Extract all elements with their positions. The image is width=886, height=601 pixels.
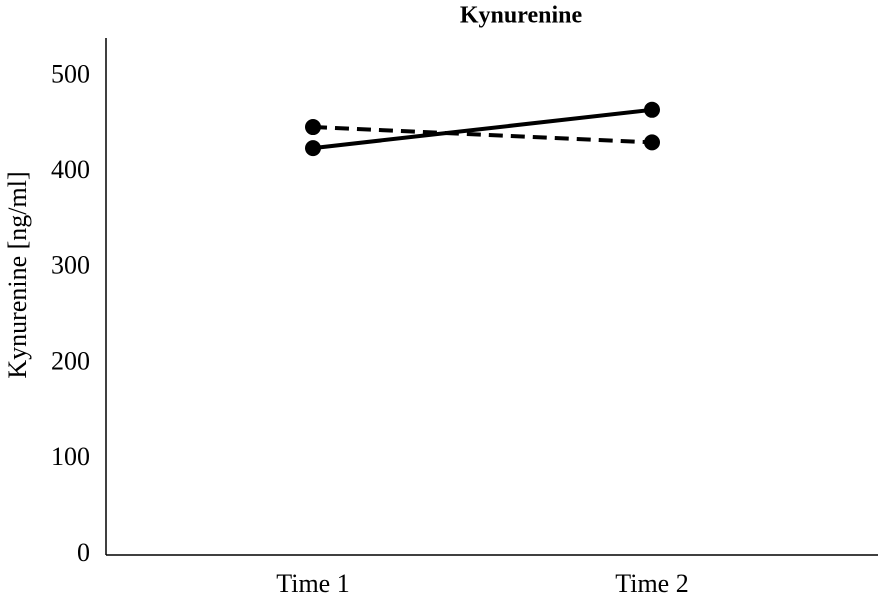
y-tick-label: 500 <box>51 59 90 88</box>
series-line <box>312 107 653 151</box>
y-tick-label: 200 <box>51 346 90 375</box>
point <box>644 134 660 151</box>
y-tick-label: 100 <box>51 442 90 471</box>
y-tick-label: 400 <box>51 155 90 184</box>
y-tick-label: 0 <box>77 538 90 567</box>
chart-title: Kynurenine <box>460 3 583 29</box>
y-tick-label: 300 <box>51 251 90 280</box>
point <box>305 119 321 136</box>
point <box>305 140 321 157</box>
x-tick-label: Time 1 <box>276 569 349 598</box>
series-line <box>312 125 653 145</box>
point <box>644 101 660 118</box>
y-axis-title: Kynurenine [ng/ml] <box>3 171 32 378</box>
x-tick-label: Time 2 <box>615 569 688 598</box>
